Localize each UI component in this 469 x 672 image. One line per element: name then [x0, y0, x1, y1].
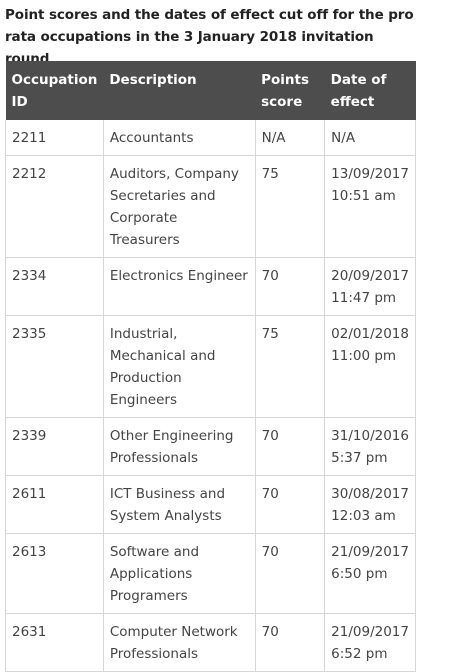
table-row: 2631 Computer Network Professionals 70 2…	[5, 613, 416, 672]
cell-description: Accountants	[102, 120, 256, 156]
cell-occupation-id: 2339	[5, 417, 104, 476]
header-description: Description	[103, 61, 256, 120]
cell-date-of-effect: 21/09/2017 6:50 pm	[324, 533, 416, 614]
header-date-of-effect: Date of effect	[324, 61, 416, 120]
table-row: 2212 Auditors, Company Secretaries and C…	[5, 155, 416, 258]
cell-points-score: 75	[254, 155, 326, 258]
cell-date-of-effect: 31/10/2016 5:37 pm	[324, 417, 416, 476]
cell-date-of-effect: 20/09/2017 11:47 pm	[324, 257, 416, 316]
cell-points-score: 70	[254, 257, 326, 316]
table-row: 2339 Other Engineering Professionals 70 …	[5, 417, 416, 476]
cell-occupation-id: 2335	[5, 315, 104, 418]
cell-date-of-effect: N/A	[324, 120, 416, 156]
cell-description: Auditors, Company Secretaries and Corpor…	[102, 155, 256, 258]
cell-points-score: N/A	[254, 120, 326, 156]
table-caption: Point scores and the dates of effect cut…	[5, 4, 425, 70]
cell-date-of-effect: 30/08/2017 12:03 am	[324, 475, 416, 534]
cell-date-of-effect: 21/09/2017 6:52 pm	[324, 613, 416, 672]
header-occupation-id: Occupation ID	[5, 61, 104, 120]
table-row: 2211 Accountants N/A N/A	[5, 120, 416, 156]
table-row: 2613 Software and Applications Programer…	[5, 533, 416, 614]
table-row: 2611 ICT Business and System Analysts 70…	[5, 475, 416, 534]
table-row: 2334 Electronics Engineer 70 20/09/2017 …	[5, 257, 416, 316]
cell-description: ICT Business and System Analysts	[102, 475, 256, 534]
header-points-score: Points score	[255, 61, 325, 120]
cell-occupation-id: 2212	[5, 155, 104, 258]
cell-points-score: 75	[254, 315, 326, 418]
cell-occupation-id: 2334	[5, 257, 104, 316]
cell-description: Software and Applications Programers	[102, 533, 256, 614]
cell-date-of-effect: 02/01/2018 11:00 pm	[324, 315, 416, 418]
cell-description: Industrial, Mechanical and Production En…	[102, 315, 256, 418]
caption-text: Point scores and the dates of effect cut…	[5, 7, 414, 67]
cell-description: Computer Network Professionals	[102, 613, 256, 672]
cell-points-score: 70	[254, 533, 326, 614]
table-header-row: Occupation ID Description Points score D…	[5, 61, 416, 120]
cell-points-score: 70	[254, 417, 326, 476]
cell-occupation-id: 2611	[5, 475, 104, 534]
caption-period: .	[49, 51, 54, 67]
cell-points-score: 70	[254, 613, 326, 672]
occupation-table: Occupation ID Description Points score D…	[5, 61, 416, 672]
cell-description: Electronics Engineer	[102, 257, 256, 316]
cell-description: Other Engineering Professionals	[102, 417, 256, 476]
cell-occupation-id: 2613	[5, 533, 104, 614]
cell-occupation-id: 2211	[5, 120, 104, 156]
cell-date-of-effect: 13/09/2017 10:51 am	[324, 155, 416, 258]
cell-occupation-id: 2631	[5, 613, 104, 672]
cell-points-score: 70	[254, 475, 326, 534]
table-row: 2335 Industrial, Mechanical and Producti…	[5, 315, 416, 418]
